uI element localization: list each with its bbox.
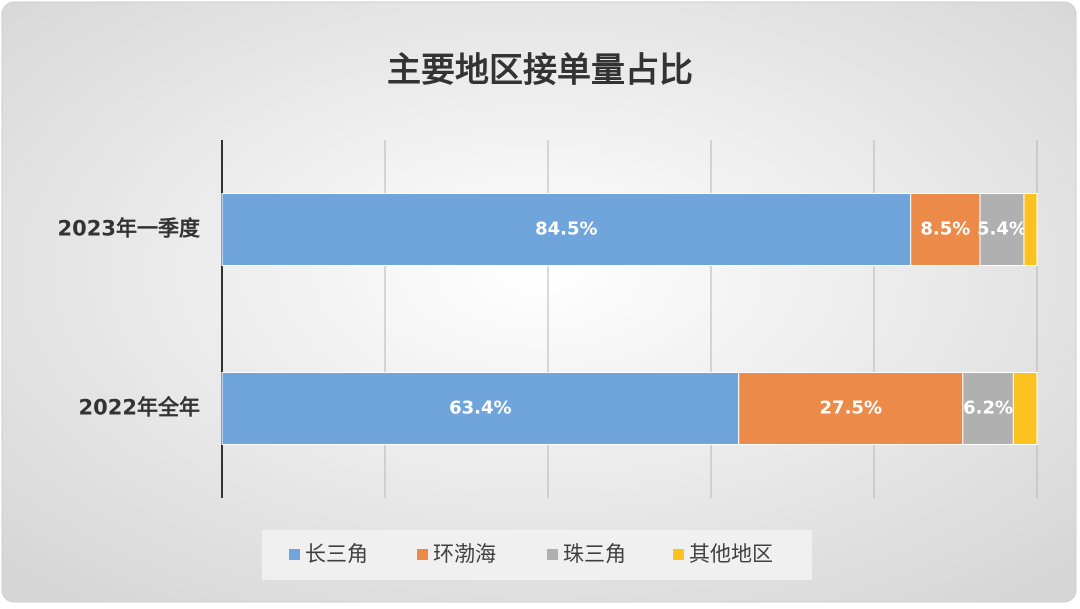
bar-segment xyxy=(910,193,981,266)
bar-segment xyxy=(221,372,740,445)
data-label: 5.4% xyxy=(977,219,1027,240)
bar-segment xyxy=(221,193,912,266)
data-label: 84.5% xyxy=(535,219,597,240)
y-tick-label: 2022年全年 xyxy=(79,396,200,420)
legend-label: 长三角 xyxy=(305,542,368,566)
y-tick-label: 2023年一季度 xyxy=(58,217,200,241)
legend-swatch xyxy=(673,549,684,560)
data-label: 6.2% xyxy=(963,398,1013,419)
bar-segment xyxy=(1023,193,1038,266)
data-label: 27.5% xyxy=(820,398,882,419)
chart-title: 主要地区接单量占比 xyxy=(387,51,693,91)
bar-segment xyxy=(979,193,1025,266)
bar-segment xyxy=(738,372,964,445)
bar-segment xyxy=(962,372,1014,445)
data-label: 8.5% xyxy=(920,219,970,240)
legend-swatch xyxy=(417,549,428,560)
legend-label: 其他地区 xyxy=(689,542,773,566)
legend-swatch xyxy=(547,549,558,560)
legend-swatch xyxy=(289,549,300,560)
legend-box xyxy=(262,530,812,580)
legend-label: 珠三角 xyxy=(563,542,626,566)
data-label: 63.4% xyxy=(449,398,511,419)
bar-segment xyxy=(1012,372,1038,445)
legend-label: 环渤海 xyxy=(433,542,496,566)
